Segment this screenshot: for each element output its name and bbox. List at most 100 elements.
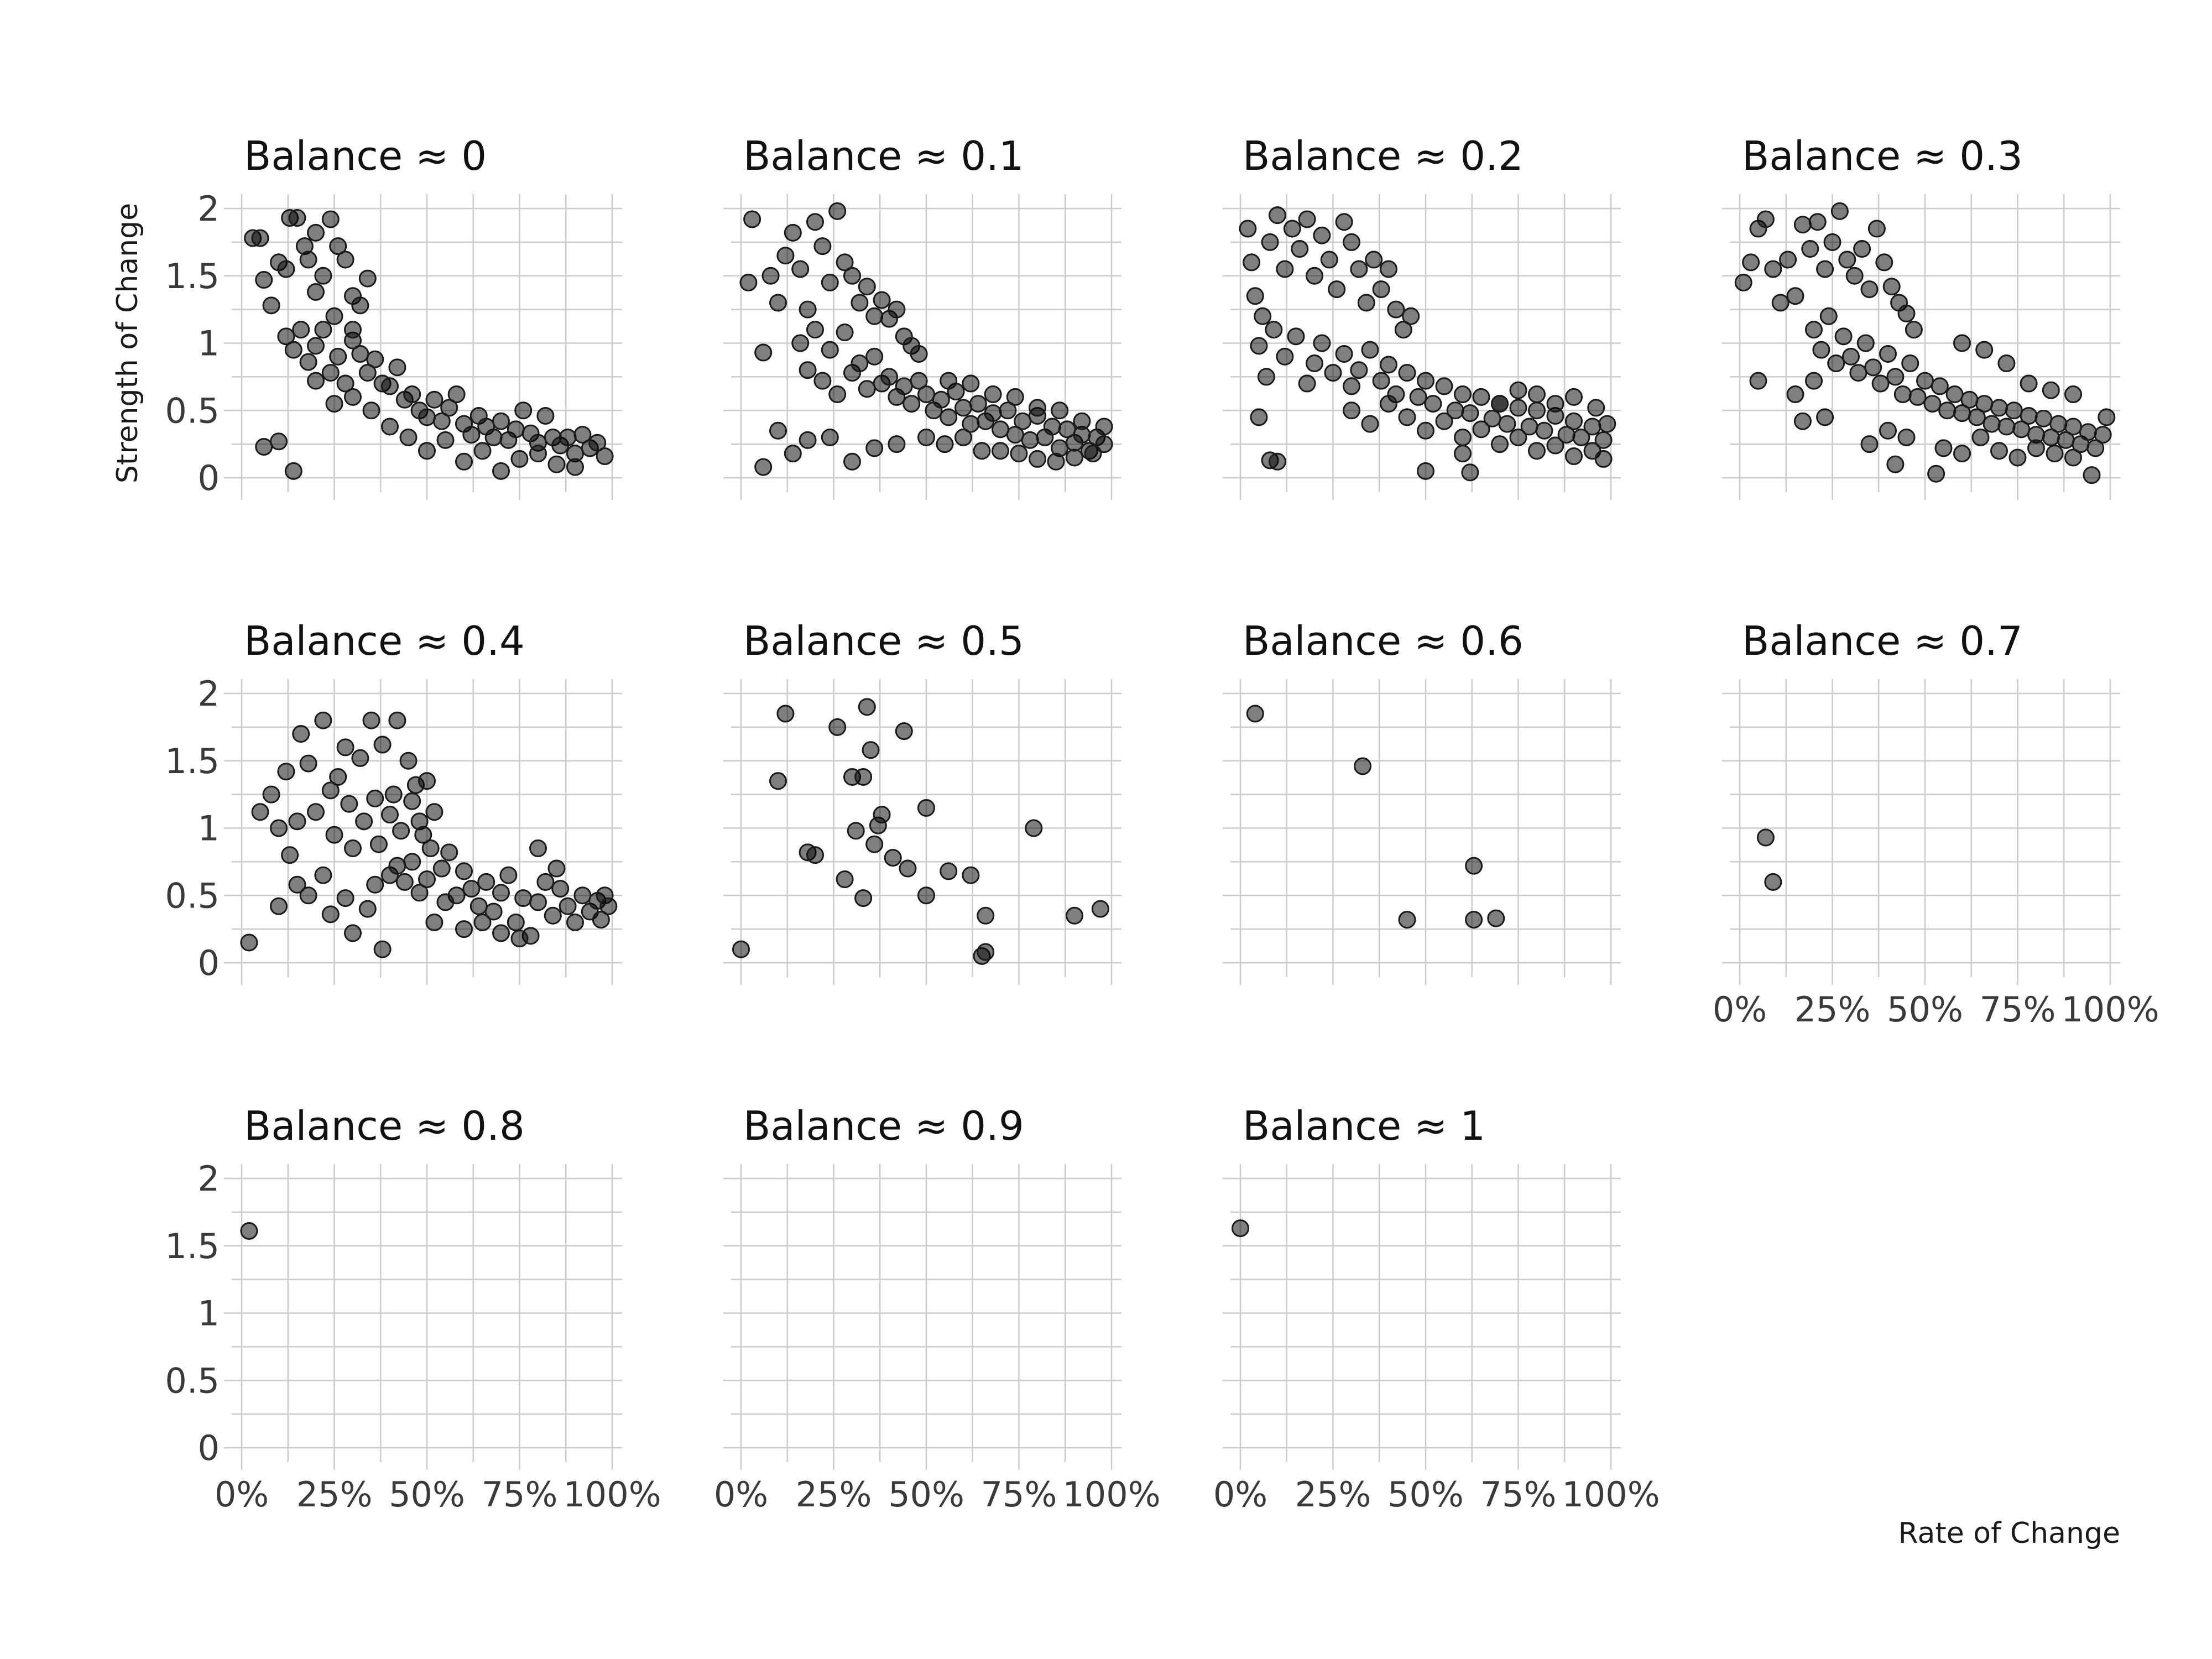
scatter-point: [1465, 857, 1483, 875]
scatter-point: [1801, 240, 1819, 258]
scatter-point: [1908, 388, 1927, 406]
scatter-point: [1354, 757, 1372, 775]
scatter-point: [1509, 399, 1527, 417]
scatter-point: [284, 341, 302, 359]
scatter-point: [418, 408, 436, 426]
scatter-point: [984, 385, 1002, 404]
scatter-point: [962, 866, 980, 884]
scatter-point: [1047, 452, 1065, 471]
scatter-point: [769, 421, 787, 440]
scatter-point: [1066, 448, 1083, 467]
facet-panel-9: Balance ≈ 0.9 0% 25% 50% 75% 100%: [714, 1103, 1161, 1515]
scatter-point: [799, 431, 817, 449]
scatter-point: [1819, 307, 1838, 325]
scatter-point: [917, 886, 935, 905]
scatter-point: [858, 698, 876, 716]
scatter-point: [262, 785, 280, 804]
scatter-point: [1424, 395, 1442, 413]
scatter-point: [1583, 418, 1601, 436]
scatter-point: [836, 870, 854, 889]
scatter-point: [321, 905, 340, 924]
scatter-points: [739, 202, 1113, 476]
scatter-point: [1254, 307, 1272, 325]
scatter-point: [1565, 447, 1583, 466]
scatter-point: [1276, 347, 1294, 366]
scatter-point: [307, 337, 325, 355]
scatter-point: [1043, 418, 1061, 436]
scatter-point: [1565, 412, 1583, 430]
scatter-point: [373, 735, 392, 754]
x-tick-label: 0%: [215, 1474, 269, 1515]
gridlines: [232, 679, 622, 977]
scatter-point: [1350, 260, 1368, 278]
scatter-point: [270, 432, 288, 451]
scatter-point: [514, 889, 533, 907]
scatter-point: [910, 372, 928, 390]
scatter-point: [1246, 287, 1264, 305]
x-tick-label: 100%: [563, 1474, 661, 1515]
scatter-point: [1990, 442, 2008, 460]
scatter-point: [1927, 465, 1945, 483]
scatter-point: [932, 390, 950, 409]
scatter-point: [917, 428, 935, 446]
scatter-point: [1546, 436, 1564, 455]
scatter-point: [455, 920, 473, 938]
scatter-point: [1838, 251, 1856, 269]
scatter-point: [573, 426, 592, 444]
scatter-point: [858, 380, 876, 398]
scatter-point: [473, 442, 492, 460]
scatter-point: [880, 368, 898, 386]
scatter-point: [255, 271, 273, 289]
scatter-point: [1269, 452, 1286, 471]
scatter-point: [1014, 412, 1032, 430]
scatter-point: [492, 924, 510, 942]
scatter-point: [1398, 911, 1416, 929]
scatter-point: [1871, 374, 1890, 393]
scatter-point: [2020, 406, 2038, 425]
scatter-point: [1417, 421, 1434, 440]
scatter-point: [865, 835, 884, 853]
x-tick-label: 50%: [888, 1474, 964, 1515]
scatter-point: [1343, 401, 1360, 420]
scatter-point: [1528, 401, 1546, 420]
scatter-point: [1793, 216, 1812, 234]
scatter-point: [1320, 251, 1338, 269]
scatter-point: [917, 799, 935, 817]
scatter-point: [888, 300, 906, 319]
axis-ticks: [723, 692, 1113, 985]
scatter-points: [1239, 206, 1616, 482]
scatter-point: [1808, 213, 1827, 231]
facet-panel-3: Balance ≈ 0.3: [1722, 133, 2120, 500]
scatter-point: [791, 260, 810, 278]
scatter-point: [1350, 361, 1368, 379]
scatter-point: [314, 267, 332, 285]
scatter-point: [743, 210, 761, 228]
scatter-point: [739, 273, 758, 291]
scatter-point: [1006, 388, 1024, 406]
scatter-point: [1756, 210, 1775, 228]
x-tick-label: 100%: [1562, 1474, 1660, 1515]
scatter-point: [418, 772, 436, 790]
scatter-point: [1901, 354, 1919, 373]
scatter-point: [1276, 260, 1294, 278]
scatter-point: [314, 321, 332, 339]
scatter-point: [592, 911, 610, 929]
scatter-point: [1066, 906, 1083, 925]
gridlines: [232, 1164, 622, 1462]
scatter-point: [596, 447, 614, 466]
axis-ticks: [224, 1177, 613, 1470]
scatter-point: [962, 374, 980, 393]
scatter-point: [388, 857, 406, 875]
scatter-point: [436, 431, 455, 449]
panel-title: Balance ≈ 0.1: [743, 133, 1024, 179]
scatter-point: [1435, 412, 1453, 430]
y-tick-label: 0.5: [165, 875, 220, 916]
scatter-point: [1779, 251, 1797, 269]
scatter-point: [2064, 385, 2082, 404]
y-tick-label: 2: [198, 674, 220, 714]
scatter-point: [240, 933, 258, 952]
scatter-point: [307, 223, 325, 242]
scatter-point: [858, 278, 876, 296]
scatter-point: [969, 395, 987, 413]
